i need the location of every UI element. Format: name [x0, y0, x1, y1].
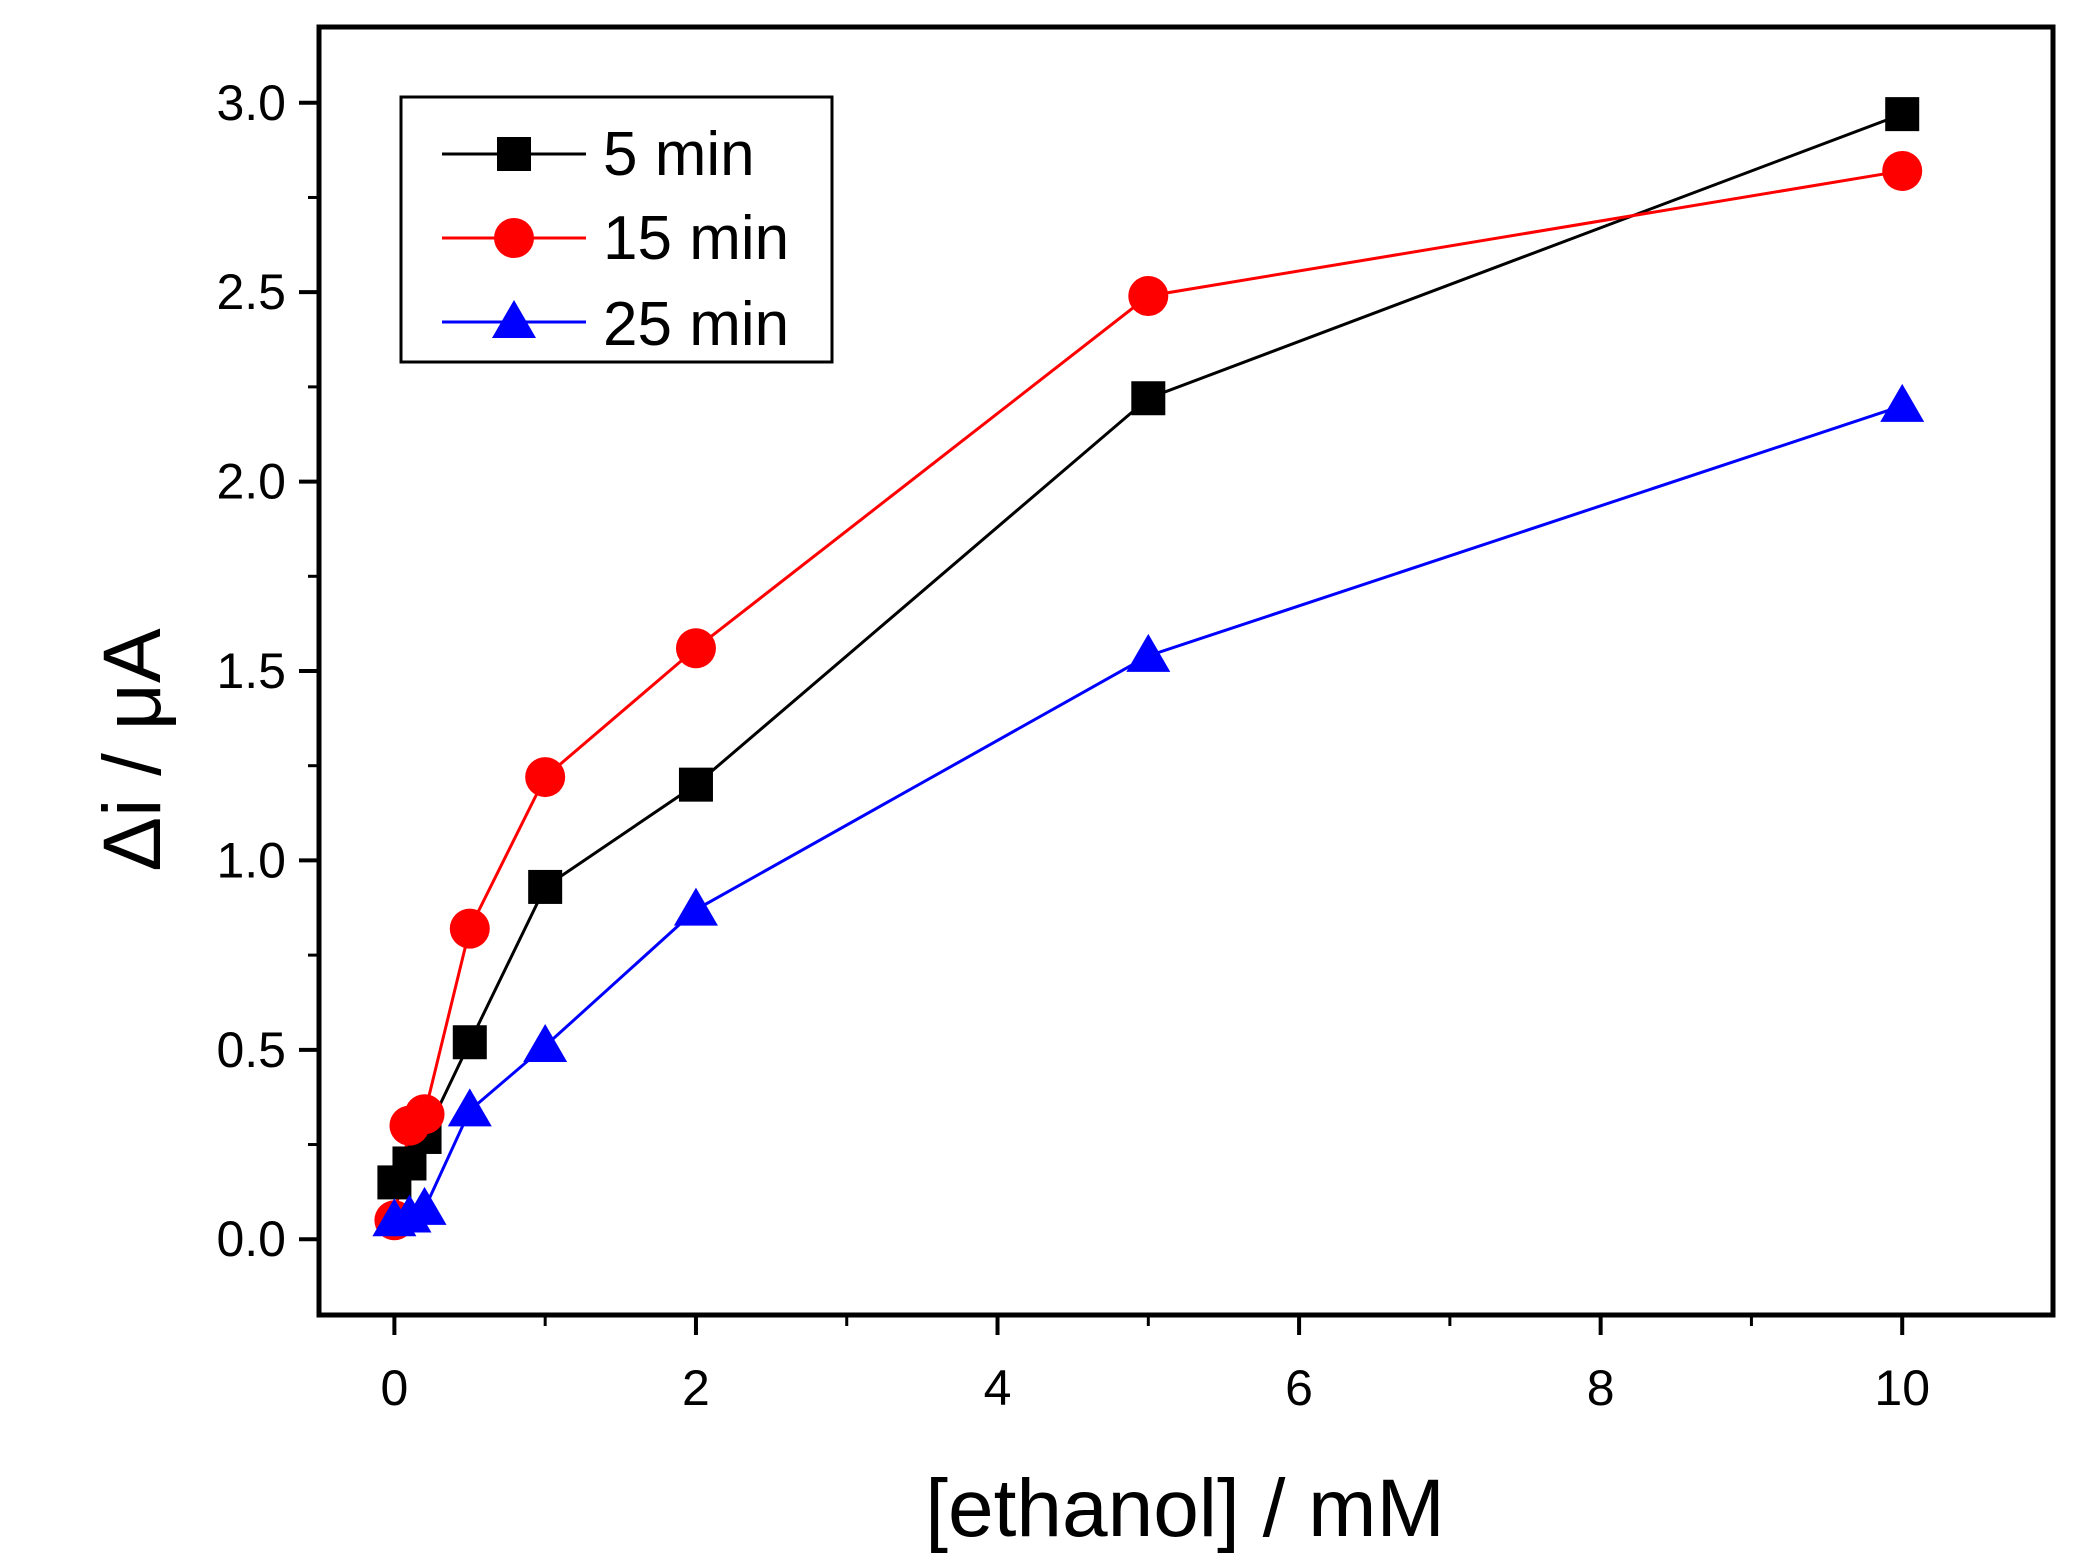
data-point-25-min: [1126, 633, 1171, 672]
legend-entry-15-min: 15 min: [442, 204, 789, 273]
data-point-15-min: [1128, 275, 1169, 316]
legend-box: [399, 95, 834, 364]
legend-swatch-15-min: [442, 218, 586, 258]
y-tick-label: 0.5: [216, 1022, 286, 1078]
series-markers: [372, 97, 1925, 1241]
data-point-5-min: [1885, 97, 1920, 132]
y-tick-label: 0.0: [216, 1211, 286, 1267]
x-tick-label: 2: [682, 1360, 710, 1416]
x-tick-label: 6: [1285, 1360, 1313, 1416]
data-point-5-min: [452, 1025, 487, 1060]
data-point-15-min: [449, 908, 490, 949]
legend-swatch-25-min: [442, 300, 586, 338]
data-point-15-min: [1882, 150, 1923, 191]
y-tick-label: 1.0: [216, 832, 286, 888]
data-point-25-min: [1880, 383, 1925, 422]
legend-marker-25-min: [492, 300, 536, 338]
data-point-5-min: [528, 869, 563, 904]
x-tick-label: 8: [1587, 1360, 1615, 1416]
x-axis: 0 2 4 6 8 10: [380, 1315, 1930, 1416]
legend: 5 min 15 min 25 min: [399, 95, 834, 364]
legend-label-5-min: 5 min: [603, 120, 755, 189]
legend-swatch-5-min: [442, 137, 586, 171]
legend-marker-5-min: [497, 137, 531, 171]
legend-marker-15-min: [494, 218, 534, 258]
y-tick-label: 3.0: [216, 75, 286, 131]
y-axis-title: Δi / μA: [87, 628, 178, 872]
data-point-15-min: [404, 1094, 445, 1135]
x-tick-label: 0: [380, 1360, 408, 1416]
y-axis: 0.0 0.5 1.0 1.5 2.0 2.5 3.0: [216, 75, 319, 1267]
legend-label-15-min: 15 min: [603, 204, 789, 273]
data-point-5-min: [678, 767, 713, 802]
data-point-15-min: [675, 628, 716, 669]
x-axis-title: [ethanol] / mM: [925, 1463, 1445, 1554]
data-point-25-min: [673, 887, 718, 926]
y-tick-label: 2.0: [216, 454, 286, 510]
y-tick-label: 1.5: [216, 643, 286, 699]
x-tick-label: 4: [984, 1360, 1012, 1416]
legend-entry-25-min: 25 min: [442, 290, 789, 359]
data-point-15-min: [525, 757, 566, 798]
y-tick-label: 2.5: [216, 264, 286, 320]
legend-label-25-min: 25 min: [603, 290, 789, 359]
data-point-5-min: [1131, 381, 1166, 416]
data-point-25-min: [447, 1088, 492, 1127]
legend-entry-5-min: 5 min: [442, 120, 755, 189]
data-point-25-min: [523, 1024, 568, 1063]
data-point-25-min: [402, 1186, 447, 1225]
x-tick-label: 10: [1874, 1360, 1930, 1416]
series-line-25-min: [394, 404, 1903, 1222]
